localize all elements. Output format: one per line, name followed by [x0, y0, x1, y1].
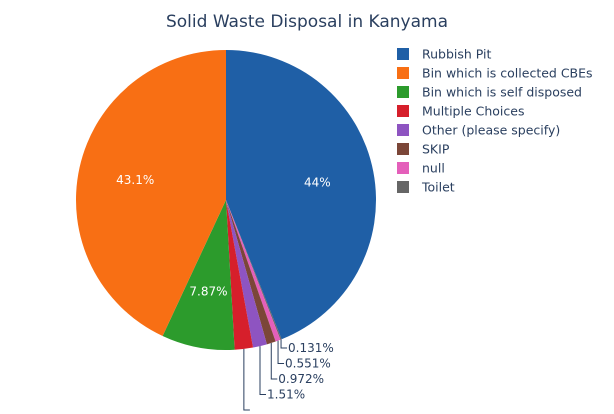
legend-item-bin-which-is-collected-cbes[interactable]: Bin which is collected CBEs — [397, 66, 593, 81]
slice-label-bin-which-is-collected-cbes: 43.1% — [116, 173, 154, 187]
legend-swatch — [397, 67, 409, 79]
legend-label: Rubbish Pit — [422, 47, 492, 62]
leader-line-null — [277, 340, 285, 364]
legend-swatch — [397, 48, 409, 60]
slice-label-skip: 0.972% — [278, 372, 324, 386]
leader-line-other-please-specify — [259, 346, 267, 395]
legend-label: Bin which is self disposed — [422, 85, 582, 100]
legend-item-toilet[interactable]: Toilet — [397, 180, 455, 195]
leader-line-multiple-choices — [243, 348, 250, 411]
leader-line-toilet — [280, 339, 288, 349]
pie-slice-bin-which-is-self-disposed[interactable] — [162, 200, 235, 350]
legend-label: Toilet — [421, 180, 455, 195]
pie-slice-null[interactable] — [226, 200, 281, 342]
slice-label-other-please-specify: 1.51% — [267, 388, 305, 402]
pie-slice-multiple-choices[interactable] — [226, 200, 254, 350]
legend-swatch — [397, 86, 409, 98]
chart-title: Solid Waste Disposal in Kanyama — [166, 12, 448, 32]
slice-labels: 44% 7.87% 43.1% 0.131% 0.551%0.972% 1.51% — [116, 173, 334, 411]
legend-swatch — [397, 181, 409, 193]
legend-item-other-please-specify[interactable]: Other (please specify) — [397, 123, 560, 138]
slice-label-toilet: 0.131% — [288, 341, 334, 355]
slice-label-null: 0.551% — [285, 357, 331, 371]
legend-item-multiple-choices[interactable]: Multiple Choices — [397, 104, 524, 119]
legend-item-skip[interactable]: SKIP — [397, 142, 450, 157]
legend-swatch — [397, 162, 409, 174]
legend-label: null — [422, 161, 445, 176]
pie-slice-other-please-specify[interactable] — [226, 200, 267, 348]
pie-slice-rubbish-pit[interactable] — [226, 50, 376, 340]
legend-item-bin-which-is-self-disposed[interactable]: Bin which is self disposed — [397, 85, 582, 100]
legend-label: Other (please specify) — [422, 123, 560, 138]
legend-item-rubbish-pit[interactable]: Rubbish Pit — [397, 47, 492, 62]
legend-label: SKIP — [422, 142, 450, 157]
slice-label-bin-which-is-self-disposed: 7.87% — [189, 284, 227, 298]
legend-swatch — [397, 124, 409, 136]
pie-slice-bin-which-is-collected-cbes[interactable] — [75, 49, 227, 336]
leader-line-skip — [270, 343, 278, 380]
legend: Rubbish Pit Bin which is collected CBEs Bi… — [397, 47, 593, 195]
legend-label: Bin which is collected CBEs — [422, 66, 593, 81]
slice-label-rubbish-pit: 44% — [304, 175, 331, 189]
legend-swatch — [397, 143, 409, 155]
legend-item-null[interactable]: null — [397, 161, 445, 176]
legend-label: Multiple Choices — [422, 104, 524, 119]
pie-slice-skip[interactable] — [226, 200, 276, 345]
legend-swatch — [397, 105, 409, 117]
pie-slices — [75, 49, 376, 350]
pie-slice-toilet[interactable] — [226, 200, 282, 340]
